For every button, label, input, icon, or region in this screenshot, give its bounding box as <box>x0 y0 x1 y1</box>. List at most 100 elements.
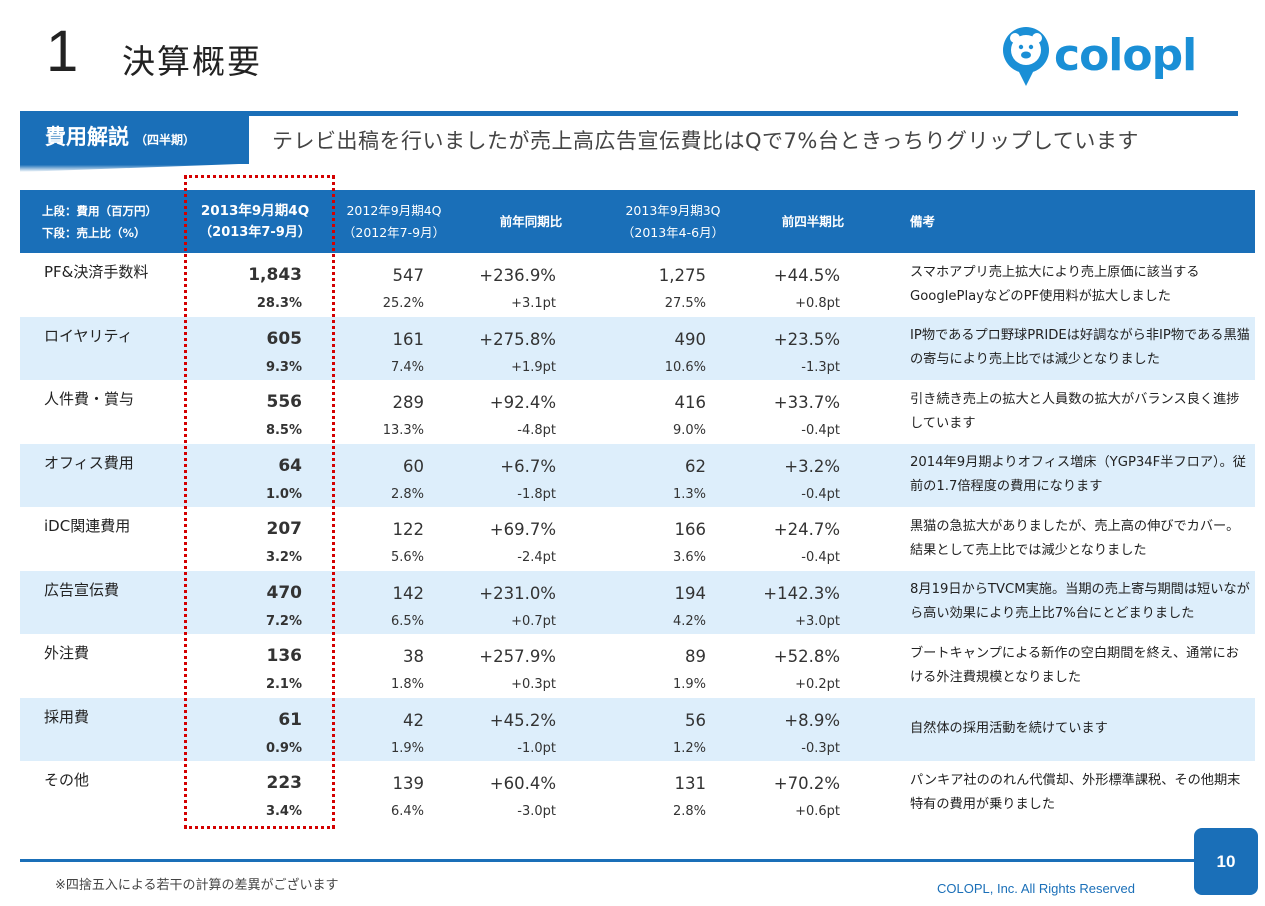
cell-c1-value: 136 <box>266 646 303 667</box>
cell-c5-value: +44.5% <box>773 266 840 286</box>
cell-c2: 60 2.8% <box>324 443 464 507</box>
cell-c3-ratio: -1.0pt <box>517 740 556 756</box>
cell-c4-value: 131 <box>674 774 707 794</box>
row-label: PF&決済手数料 <box>44 263 149 281</box>
cell-c4: 166 3.6% <box>598 507 748 571</box>
cell-c5-ratio: -0.3pt <box>801 740 840 756</box>
cell-c1-ratio: 3.2% <box>265 550 302 566</box>
cell-c5-ratio: -0.4pt <box>801 486 840 502</box>
cell-c2-value: 122 <box>392 520 425 540</box>
table-row: ロイヤリティ 605 9.3% 161 7.4% +275.8% +1.9pt 490 10.6… <box>20 316 1255 380</box>
cell-c3-value: +257.9% <box>479 647 556 667</box>
cell-c3: +231.0% +0.7pt <box>464 570 598 634</box>
cell-c2-ratio: 5.6% <box>390 550 424 566</box>
cell-c4-ratio: 9.0% <box>672 423 706 439</box>
header-col1-line2: （2013年7-9月） <box>199 224 311 240</box>
cell-c2: 142 6.5% <box>324 570 464 634</box>
row-note: パンキア社ののれん代償却、外形標準課税、その他期末特有の費用が乗りました <box>910 772 1241 812</box>
cell-c5: +23.5% -1.3pt <box>748 316 878 380</box>
cell-c4-ratio: 2.8% <box>672 804 706 820</box>
cell-c5-ratio: -1.3pt <box>801 359 840 375</box>
cell-c3-ratio: +0.7pt <box>511 613 556 629</box>
cell-c4: 1,275 27.5% <box>598 253 748 317</box>
cell-c3-value: +275.8% <box>479 329 556 349</box>
cell-c4: 194 4.2% <box>598 570 748 634</box>
cell-c3-ratio: -1.8pt <box>517 486 556 502</box>
cell-c5-value: +142.3% <box>763 583 840 603</box>
header-col1-line1: 2013年9月期4Q <box>200 202 310 219</box>
cell-c3-value: +231.0% <box>479 583 556 603</box>
cell-c4-value: 490 <box>674 329 707 349</box>
cell-c5: +3.2% -0.4pt <box>748 443 878 507</box>
row-note: 引き続き売上の拡大と人員数の拡大がバランス良く進捗しています <box>910 391 1240 431</box>
cell-c3-ratio: +3.1pt <box>511 296 556 312</box>
cell-c2: 38 1.8% <box>324 634 464 698</box>
header-col6: 備考 <box>878 190 1255 253</box>
header-col5-label: 前四半期比 <box>781 213 845 229</box>
row-note: スマホアプリ売上拡大により売上原価に該当するGooglePlayなどのPF使用料… <box>910 264 1200 304</box>
cell-c2-value: 161 <box>392 329 425 349</box>
copyright: COLOPL, Inc. All Rights Reserved <box>937 881 1135 896</box>
table-row: 広告宣伝費 470 7.2% 142 6.5% +231.0% +0.7pt 194 4.2% +… <box>20 570 1255 634</box>
cell-c4: 131 2.8% <box>598 761 748 825</box>
cell-c3-ratio: -3.0pt <box>517 804 556 820</box>
cell-c2: 139 6.4% <box>324 761 464 825</box>
header-col3-label: 前年同期比 <box>499 213 563 229</box>
cell-c1-value: 61 <box>278 709 302 730</box>
header-col1: 2013年9月期4Q （2013年7-9月） <box>186 190 324 253</box>
table-row: 人件費・賞与 556 8.5% 289 13.3% +92.4% -4.8pt 416 9.0%… <box>20 380 1255 444</box>
cell-c5-value: +3.2% <box>784 456 840 476</box>
cell-c3-value: +92.4% <box>489 393 556 413</box>
cell-c5-ratio: +3.0pt <box>795 613 840 629</box>
cell-c5-value: +24.7% <box>773 520 840 540</box>
expense-table: 上段：費用（百万円） 下段：売上比（%） 2013年9月期4Q （2013年7-… <box>20 190 1255 825</box>
cell-c1-value: 1,843 <box>248 265 302 286</box>
cell-c5-value: +8.9% <box>784 710 840 730</box>
cell-c2-ratio: 6.5% <box>390 613 424 629</box>
cell-c3-value: +6.7% <box>500 456 556 476</box>
cell-c4-ratio: 27.5% <box>664 296 706 312</box>
cell-c1-value: 207 <box>266 519 303 540</box>
section-tag-subtitle: （四半期） <box>135 133 196 147</box>
table-row: オフィス費用 64 1.0% 60 2.8% +6.7% -1.8pt 62 1.3% +3.2%… <box>20 443 1255 507</box>
cell-c2-value: 60 <box>403 456 424 476</box>
cell-c1: 207 3.2% <box>186 507 324 571</box>
section-tag-title: 費用解説 <box>45 125 129 149</box>
cell-c2-ratio: 6.4% <box>390 804 424 820</box>
table-header-row: 上段：費用（百万円） 下段：売上比（%） 2013年9月期4Q （2013年7-… <box>20 190 1255 253</box>
cell-c1-ratio: 9.3% <box>265 359 302 375</box>
cell-c1-ratio: 28.3% <box>256 296 302 312</box>
cell-c3: +257.9% +0.3pt <box>464 634 598 698</box>
cell-c4-value: 194 <box>674 583 707 603</box>
row-note: ブートキャンプによる新作の空白期間を終え、通常における外注費規模となりました <box>910 645 1239 685</box>
cell-c4-value: 89 <box>685 647 706 667</box>
header-corner-line2: 下段：売上比（%） <box>42 225 146 240</box>
header-col3: 前年同期比 <box>464 190 598 253</box>
cell-c4-ratio: 10.6% <box>664 359 706 375</box>
cell-c4-ratio: 1.3% <box>672 486 706 502</box>
row-note: 自然体の採用活動を続けています <box>878 697 1255 761</box>
cell-c1-value: 556 <box>266 392 303 413</box>
cell-c5-ratio: -0.4pt <box>801 550 840 566</box>
cell-c1-ratio: 0.9% <box>265 740 302 756</box>
row-label: 人件費・賞与 <box>44 390 135 408</box>
cell-c1-value: 605 <box>266 328 303 349</box>
row-note: 8月19日からTVCM実施。当期の売上寄与期間は短いながら高い効果により売上比7… <box>878 570 1255 634</box>
header-col4-line2: （2013年4-6月） <box>621 224 725 240</box>
cell-c1-ratio: 1.0% <box>265 486 302 502</box>
cell-c4: 416 9.0% <box>598 380 748 444</box>
header-col5: 前四半期比 <box>748 190 878 253</box>
header-rule <box>20 111 1238 116</box>
cell-c4: 89 1.9% <box>598 634 748 698</box>
cell-c5-value: +70.2% <box>773 774 840 794</box>
cell-c4-value: 166 <box>674 520 707 540</box>
cell-c2-ratio: 2.8% <box>390 486 424 502</box>
cell-c2-value: 142 <box>392 583 425 603</box>
footer-rule <box>20 859 1200 862</box>
cell-c1: 61 0.9% <box>186 697 324 761</box>
cell-c2-value: 42 <box>403 710 424 730</box>
cell-c5-ratio: +0.2pt <box>795 677 840 693</box>
cell-c1-value: 470 <box>266 582 303 603</box>
cell-c5: +52.8% +0.2pt <box>748 634 878 698</box>
cell-c3: +69.7% -2.4pt <box>464 507 598 571</box>
